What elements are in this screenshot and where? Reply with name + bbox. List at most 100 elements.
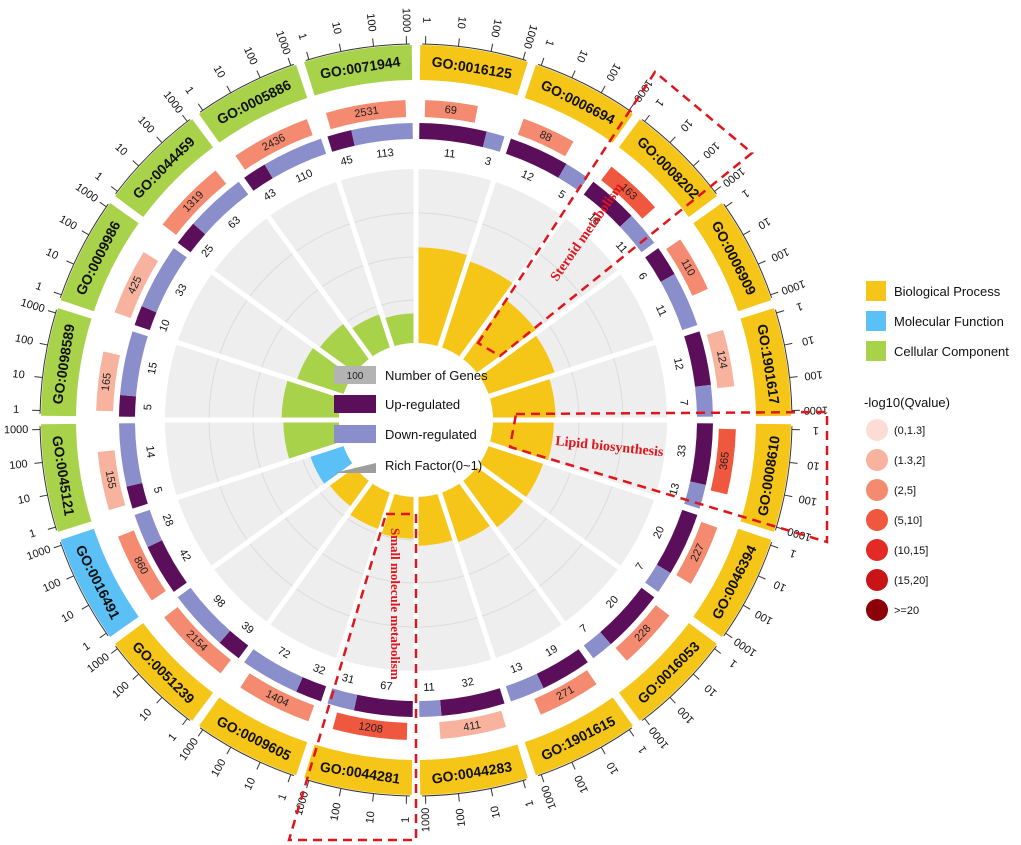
up-regulated-count-go-0009986: 10 — [157, 318, 173, 334]
up-regulated-count-go-0044459: 25 — [199, 243, 216, 260]
down-regulated-count-go-0071944: 113 — [376, 147, 395, 161]
scale-tick-label: 1 — [795, 299, 804, 312]
down-regulated-bar-go-0044283 — [419, 699, 442, 717]
cellular-component-label: Cellular Component — [894, 344, 1009, 359]
total-genes-value-go-0008610: 365 — [718, 451, 732, 471]
qvalue-bin-label: (0,1.3] — [894, 425, 925, 437]
scale-tick-label: 10 — [702, 682, 719, 699]
scale-tick-label: 10 — [756, 215, 773, 231]
scale-tick — [789, 461, 798, 464]
down-regulated-bar-go-1901615 — [505, 673, 544, 702]
rich-factor-bar-go-0044283 — [416, 493, 454, 546]
rich-factor-bar-go-0051239 — [329, 465, 371, 507]
scale-tick — [197, 103, 204, 111]
go-term-band-go-0008610 — [740, 423, 791, 532]
up-regulated-count-go-0006909: 6 — [636, 271, 649, 283]
scale-tick-label: 100 — [41, 577, 63, 596]
scale-tick — [53, 544, 62, 549]
scale-tick-label: 1 — [523, 799, 536, 808]
go-term-band-go-0044283 — [419, 744, 528, 795]
go-term-band-go-0009605 — [199, 697, 308, 776]
rich-factor-bar-go-0006909 — [478, 335, 555, 396]
scale-tick-label: 1000 — [400, 8, 413, 33]
scale-tick — [306, 51, 310, 60]
scale-tick — [306, 780, 310, 789]
scale-tick — [540, 57, 545, 66]
scale-tick-label: 10 — [60, 609, 77, 625]
sector-separator — [488, 441, 657, 501]
rich-factor-bar-go-0044281 — [380, 493, 416, 539]
up-regulated-count-go-0016053: 20 — [604, 594, 621, 611]
down-regulated-count-go-0046394: 7 — [634, 561, 647, 573]
scale-tick — [226, 85, 232, 94]
go-term-band-go-0044459 — [115, 119, 214, 218]
scale-tick — [490, 43, 494, 52]
go-term-band-go-0044281 — [304, 744, 413, 795]
molecular-function-swatch — [866, 311, 886, 331]
qvalue-bin-swatch — [866, 419, 888, 441]
sector-separator — [175, 339, 344, 399]
rich-factor-bar-go-1901617 — [489, 378, 556, 420]
up-regulated-count-go-1901615: 19 — [543, 643, 560, 660]
qvalue-bin-label: (1.3,2] — [894, 455, 925, 467]
rich-factor-swatch — [334, 463, 376, 473]
sector-separator — [265, 214, 373, 360]
total-genes-bar-go-0044459 — [162, 170, 227, 235]
scale-tick-label: 10 — [801, 333, 815, 347]
scale-axis-go-0009986 — [59, 203, 109, 299]
go-term-band-go-0051239 — [115, 622, 214, 721]
total-genes-bar-go-0071944 — [325, 100, 407, 130]
scale-tick — [53, 291, 62, 296]
down-regulated-count-go-0016053: 7 — [578, 622, 590, 635]
down-regulated-bar-go-0009986 — [141, 248, 187, 313]
scale-tick — [770, 544, 779, 549]
rich-factor-bar-go-0016491 — [310, 444, 354, 485]
scale-tick-label: 100 — [573, 773, 592, 795]
scale-tick-label: 100 — [769, 245, 791, 264]
up-regulated-bar-go-0005886 — [244, 164, 273, 191]
rich-factor-bar-go-0016053 — [461, 465, 524, 528]
scale-tick — [372, 38, 375, 47]
go-term-band-go-0071944 — [304, 45, 413, 96]
qvalue-bin-swatch — [866, 599, 888, 621]
cellular-component-swatch — [866, 341, 886, 361]
scale-tick-label: 100 — [364, 13, 378, 33]
scale-tick-label: 1000 — [420, 807, 433, 832]
sector-separator — [210, 463, 356, 571]
total-genes-value-go-0006694: 88 — [537, 129, 553, 145]
scale-tick-label: 100 — [328, 802, 343, 822]
down-regulated-count-go-0006909: 11 — [653, 303, 669, 318]
up-regulated-count-go-0008610: 33 — [676, 444, 689, 458]
scale-tick — [34, 461, 43, 464]
up-regulated-count-go-0044281: 67 — [380, 680, 394, 693]
total-genes-bar-go-0016491 — [118, 530, 166, 601]
scale-tick — [522, 780, 526, 789]
up-regulated-bar-go-0009605 — [296, 677, 327, 702]
total-genes-value-go-0098589: 165 — [100, 372, 114, 392]
go-term-band-go-0005886 — [199, 64, 308, 143]
up-regulated-swatch — [334, 395, 376, 413]
up-regulated-bar-go-0008610 — [690, 423, 713, 485]
scale-tick — [784, 342, 793, 346]
scale-tick-label: 1000 — [85, 651, 112, 675]
scale-tick — [256, 761, 261, 770]
qvalue-bin-swatch — [866, 509, 888, 531]
go-term-band-go-0008202 — [618, 119, 717, 218]
scale-axis-go-1901615 — [537, 727, 633, 777]
scale-tick — [714, 186, 722, 192]
scale-axis-go-0051239 — [115, 645, 191, 721]
scale-tick-label: 100 — [241, 45, 260, 67]
scale-tick-label: 1000 — [25, 543, 52, 562]
scale-tick-label: 10 — [605, 760, 621, 777]
total-genes-bar-go-0006694 — [517, 118, 574, 157]
scale-tick-label: 10 — [44, 246, 60, 262]
scale-tick-label: 10 — [574, 48, 590, 64]
qvalue-legend-title: -log10(Qvalue) — [864, 395, 950, 410]
down-regulated-bar-go-0098589 — [120, 331, 148, 397]
up-regulated-bar-go-0051239 — [219, 630, 249, 659]
scale-tick — [600, 746, 606, 755]
down-regulated-count-go-0009605: 72 — [275, 645, 292, 661]
go-term-band-go-0016053 — [618, 622, 717, 721]
scale-tick-label: 1 — [400, 817, 412, 823]
down-regulated-count-go-0016491: 28 — [160, 512, 176, 528]
